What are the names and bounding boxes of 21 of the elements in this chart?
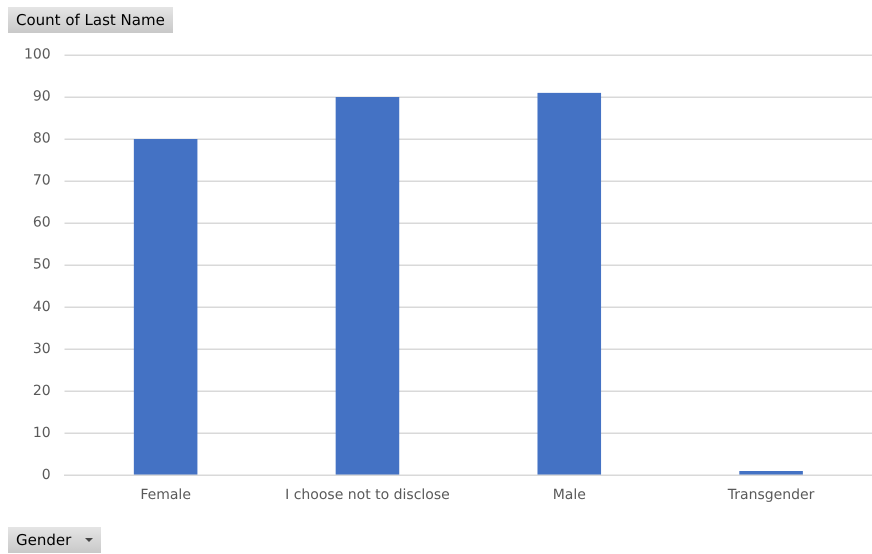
bar (537, 92, 602, 474)
x-tick-label: Female (140, 487, 191, 504)
bar (134, 139, 198, 474)
y-tick-label: 90 (32, 88, 51, 105)
bar (739, 471, 803, 474)
y-tick-label: 0 (42, 466, 51, 483)
y-tick-label: 40 (32, 298, 51, 315)
y-tick-label: 50 (32, 256, 51, 273)
y-tick-label: 80 (32, 130, 51, 147)
y-tick-label: 100 (24, 46, 51, 63)
y-axis-title: Count of Last Name (8, 7, 173, 33)
y-tick-label: 20 (32, 382, 51, 399)
y-tick-label: 70 (32, 172, 51, 189)
x-tick-label: Transgender (726, 487, 815, 504)
x-tick-label: I choose not to disclose (285, 487, 450, 504)
x-axis-title: Gender (16, 531, 72, 549)
y-tick-label: 10 (32, 424, 51, 441)
y-tick-label: 30 (32, 340, 51, 357)
y-tick-label: 60 (32, 214, 51, 231)
x-tick-label: Male (552, 487, 586, 504)
bar (336, 97, 400, 474)
